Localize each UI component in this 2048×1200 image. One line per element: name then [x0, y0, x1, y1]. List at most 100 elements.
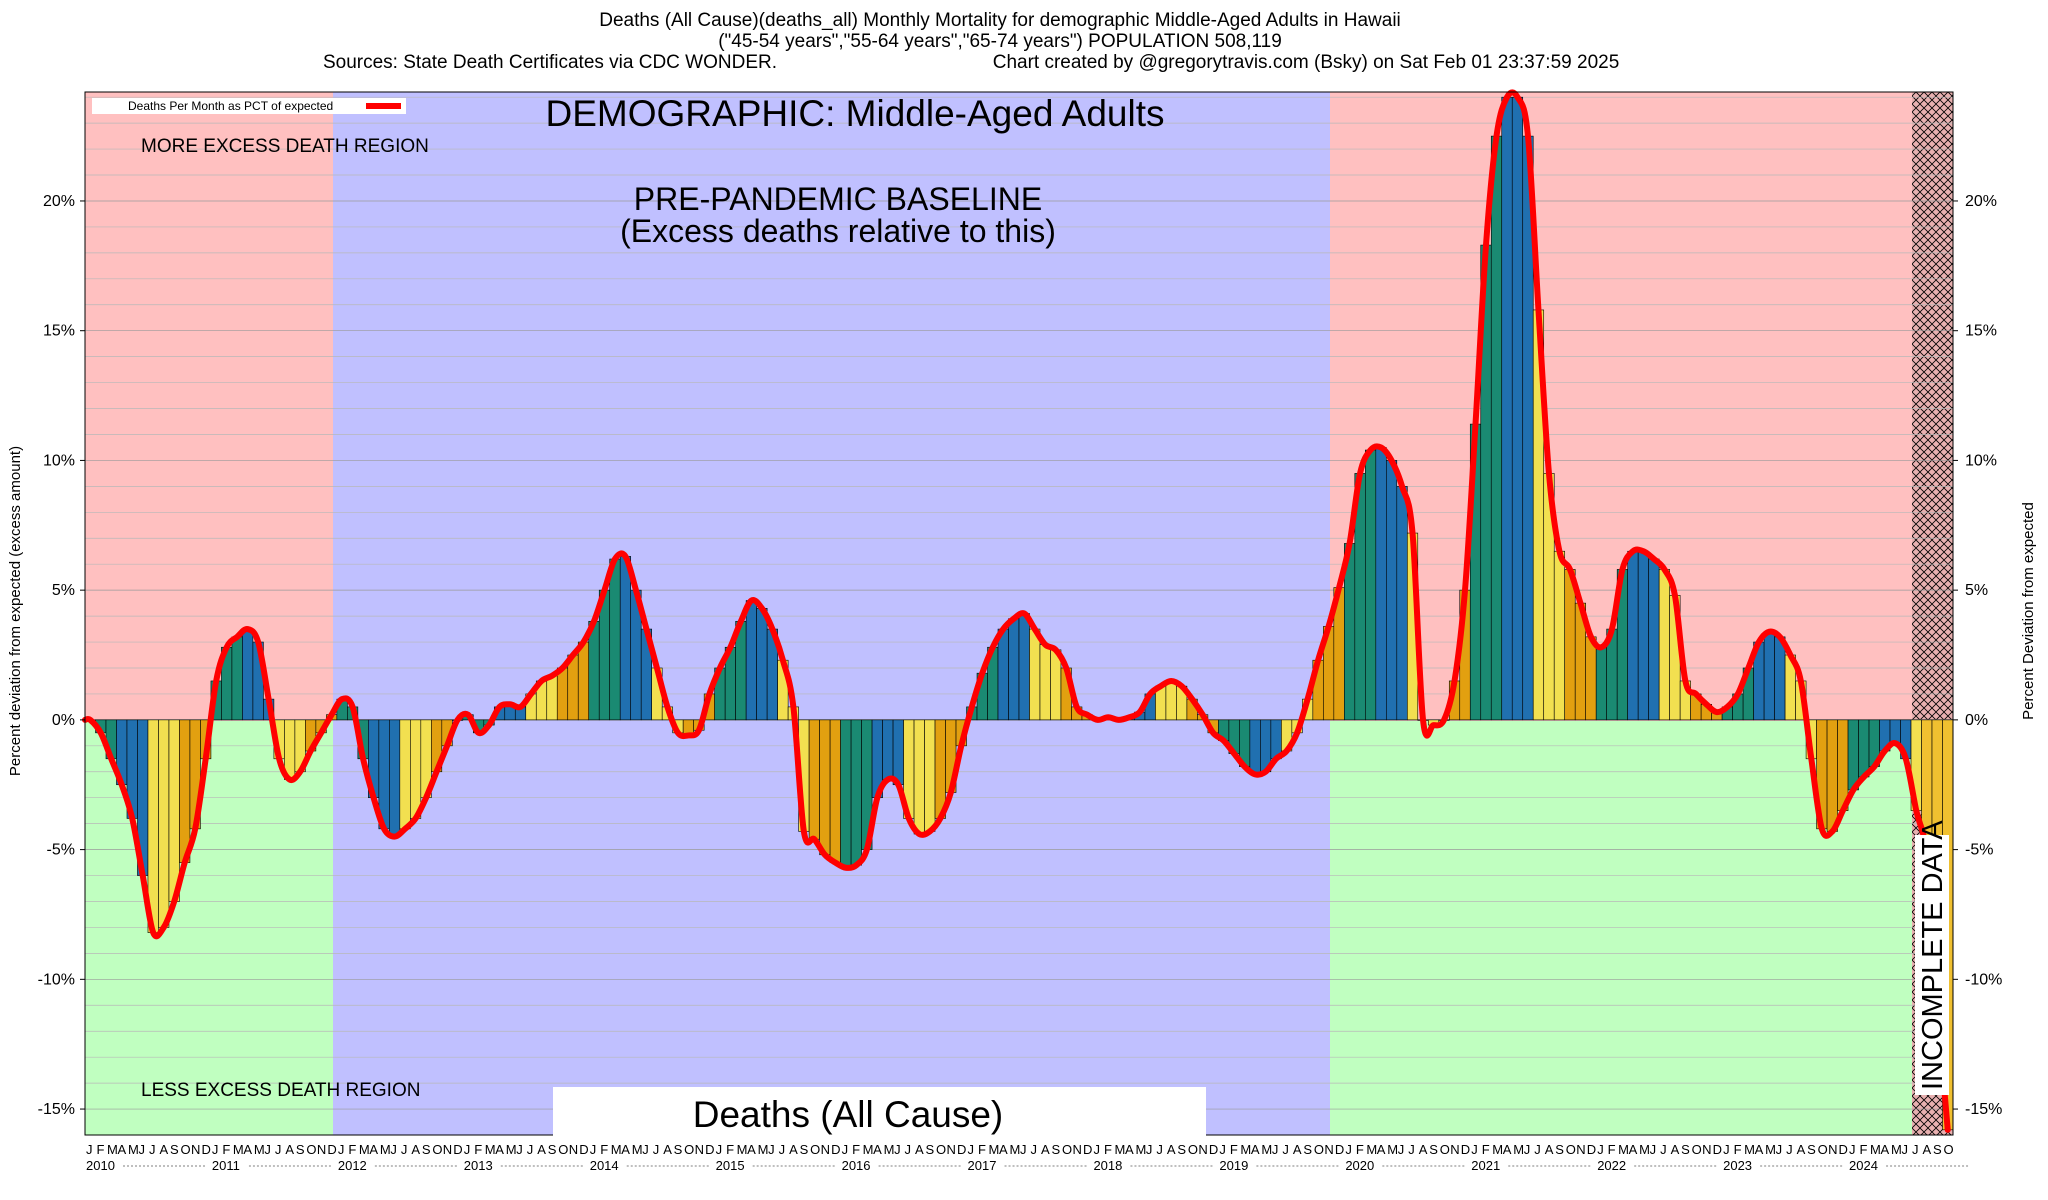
y-tick-right: -10% [1965, 971, 2002, 988]
bar [1889, 719, 1901, 744]
x-month-label: J [138, 1142, 145, 1157]
x-year-label: 2018 [1093, 1158, 1122, 1173]
bar [1386, 460, 1398, 721]
bar [619, 556, 632, 721]
x-month-label: J [390, 1142, 397, 1157]
x-month-label: M [359, 1142, 370, 1157]
x-month-label: O [306, 1142, 316, 1157]
x-month-label: A [243, 1142, 252, 1157]
x-month-label: D [1461, 1142, 1470, 1157]
title-line-1: Deaths (All Cause)(deaths_all) Monthly M… [599, 10, 1401, 31]
bar [1018, 613, 1030, 721]
x-month-label: A [1293, 1142, 1302, 1157]
x-month-label: M [1240, 1142, 1251, 1157]
x-month-label: A [1797, 1142, 1806, 1157]
x-month-label: M [632, 1142, 643, 1157]
x-month-label: O [684, 1142, 694, 1157]
x-month-label: M [380, 1142, 391, 1157]
x-month-label: J [716, 1142, 723, 1157]
x-month-label: A [1923, 1142, 1932, 1157]
bar [1029, 628, 1041, 721]
x-month-label: O [1818, 1142, 1828, 1157]
bar [556, 667, 569, 721]
bar [399, 719, 411, 830]
more-excess-label: MORE EXCESS DEATH REGION [141, 136, 429, 157]
x-month-label: J [1660, 1142, 1667, 1157]
footer-label: Deaths (All Cause) [693, 1094, 1004, 1135]
incomplete-data-label-group: INCOMPLETE DATA [1915, 820, 1949, 1095]
x-month-label: N [191, 1142, 200, 1157]
legend: Deaths Per Month as PCT of expected [92, 98, 406, 114]
x-month-label: J [1408, 1142, 1415, 1157]
x-month-label: M [863, 1142, 874, 1157]
x-month-label: M [1492, 1142, 1503, 1157]
x-month-label: J [1093, 1142, 1100, 1157]
x-month-label: F [1356, 1142, 1364, 1157]
x-month-label: O [810, 1142, 820, 1157]
trend-line-group [82, 89, 1951, 1133]
x-month-label: A [1545, 1142, 1554, 1157]
bar [1763, 631, 1775, 721]
x-month-label: F [474, 1142, 482, 1157]
x-month-label: N [1324, 1142, 1333, 1157]
x-month-label: A [789, 1142, 798, 1157]
bar [1396, 486, 1408, 721]
x-month-label: A [369, 1142, 378, 1157]
x-month-label: A [621, 1142, 630, 1157]
bar [1585, 636, 1597, 721]
bar [1050, 649, 1062, 721]
x-month-label: F [1230, 1142, 1238, 1157]
x-month-label: M [254, 1142, 265, 1157]
x-month-label: J [1272, 1142, 1279, 1157]
x-month-label: J [1776, 1142, 1783, 1157]
y-tick-left: -5% [47, 842, 75, 859]
x-month-label: A [873, 1142, 882, 1157]
x-month-label: A [747, 1142, 756, 1157]
x-month-label: D [579, 1142, 588, 1157]
x-month-label: F [1860, 1142, 1868, 1157]
x-month-label: F [1734, 1142, 1742, 1157]
y-tick-left: 20% [43, 193, 75, 210]
x-month-label: S [1933, 1142, 1942, 1157]
bar [1774, 636, 1786, 721]
x-month-label: A [1629, 1142, 1638, 1157]
trend-line [82, 89, 1951, 1133]
x-month-label: M [1114, 1142, 1125, 1157]
x-month-label: D [1335, 1142, 1344, 1157]
x-month-label: S [1429, 1142, 1438, 1157]
bar [1375, 447, 1387, 721]
bar [168, 719, 180, 902]
bar [1511, 96, 1524, 721]
x-month-label: D [453, 1142, 462, 1157]
x-month-label: J [275, 1142, 282, 1157]
bar [567, 654, 579, 721]
bar [410, 719, 422, 819]
x-month-label: D [327, 1142, 336, 1157]
x-month-label: J [264, 1142, 271, 1157]
y-tick-left: 0% [52, 712, 75, 729]
x-month-label: N [317, 1142, 326, 1157]
y-tick-left: -10% [38, 971, 75, 988]
x-month-label: A [1041, 1142, 1050, 1157]
bar [242, 628, 254, 721]
x-month-label: M [884, 1142, 895, 1157]
x-month-label: A [1671, 1142, 1680, 1157]
x-month-label: A [285, 1142, 294, 1157]
x-month-label: J [86, 1142, 93, 1157]
y-tick-right: -5% [1965, 842, 1993, 859]
x-year-label: 2012 [338, 1158, 367, 1173]
x-month-label: M [506, 1142, 517, 1157]
y-tick-left: 15% [43, 323, 75, 340]
x-month-label: J [1219, 1142, 1226, 1157]
incomplete-data-label: INCOMPLETE DATA [1917, 820, 1949, 1090]
x-month-label: O [936, 1142, 946, 1157]
x-month-label: A [1755, 1142, 1764, 1157]
x-month-label: A [1251, 1142, 1260, 1157]
sources-text: Sources: State Death Certificates via CD… [323, 52, 777, 73]
x-month-label: J [768, 1142, 775, 1157]
x-year-label: 2022 [1597, 1158, 1626, 1173]
x-month-label: A [411, 1142, 420, 1157]
credit-text: Chart created by @gregorytravis.com (Bsk… [993, 52, 1620, 73]
x-year-label: 2016 [842, 1158, 871, 1173]
